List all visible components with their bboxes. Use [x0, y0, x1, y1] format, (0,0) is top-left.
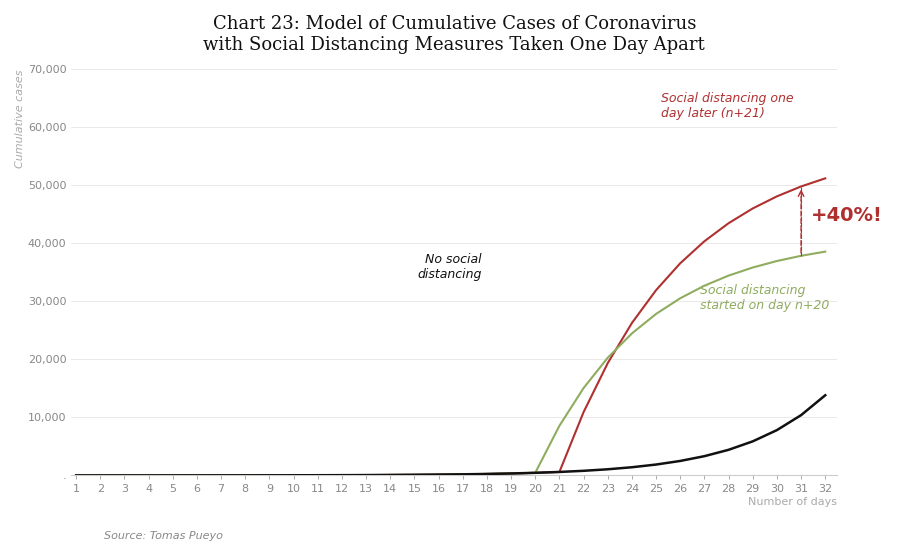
Text: Source: Tomas Pueyo: Source: Tomas Pueyo — [104, 530, 222, 541]
Text: No social
distancing: No social distancing — [418, 252, 482, 281]
Y-axis label: Cumulative cases: Cumulative cases — [15, 69, 25, 168]
Text: Social distancing
started on day n+20: Social distancing started on day n+20 — [699, 284, 829, 312]
Text: +40%!: +40%! — [811, 206, 883, 225]
X-axis label: Number of days: Number of days — [748, 497, 837, 507]
Text: Social distancing one
day later (n+21): Social distancing one day later (n+21) — [661, 92, 794, 120]
Title: Chart 23: Model of Cumulative Cases of Coronavirus
with Social Distancing Measur: Chart 23: Model of Cumulative Cases of C… — [203, 15, 706, 54]
